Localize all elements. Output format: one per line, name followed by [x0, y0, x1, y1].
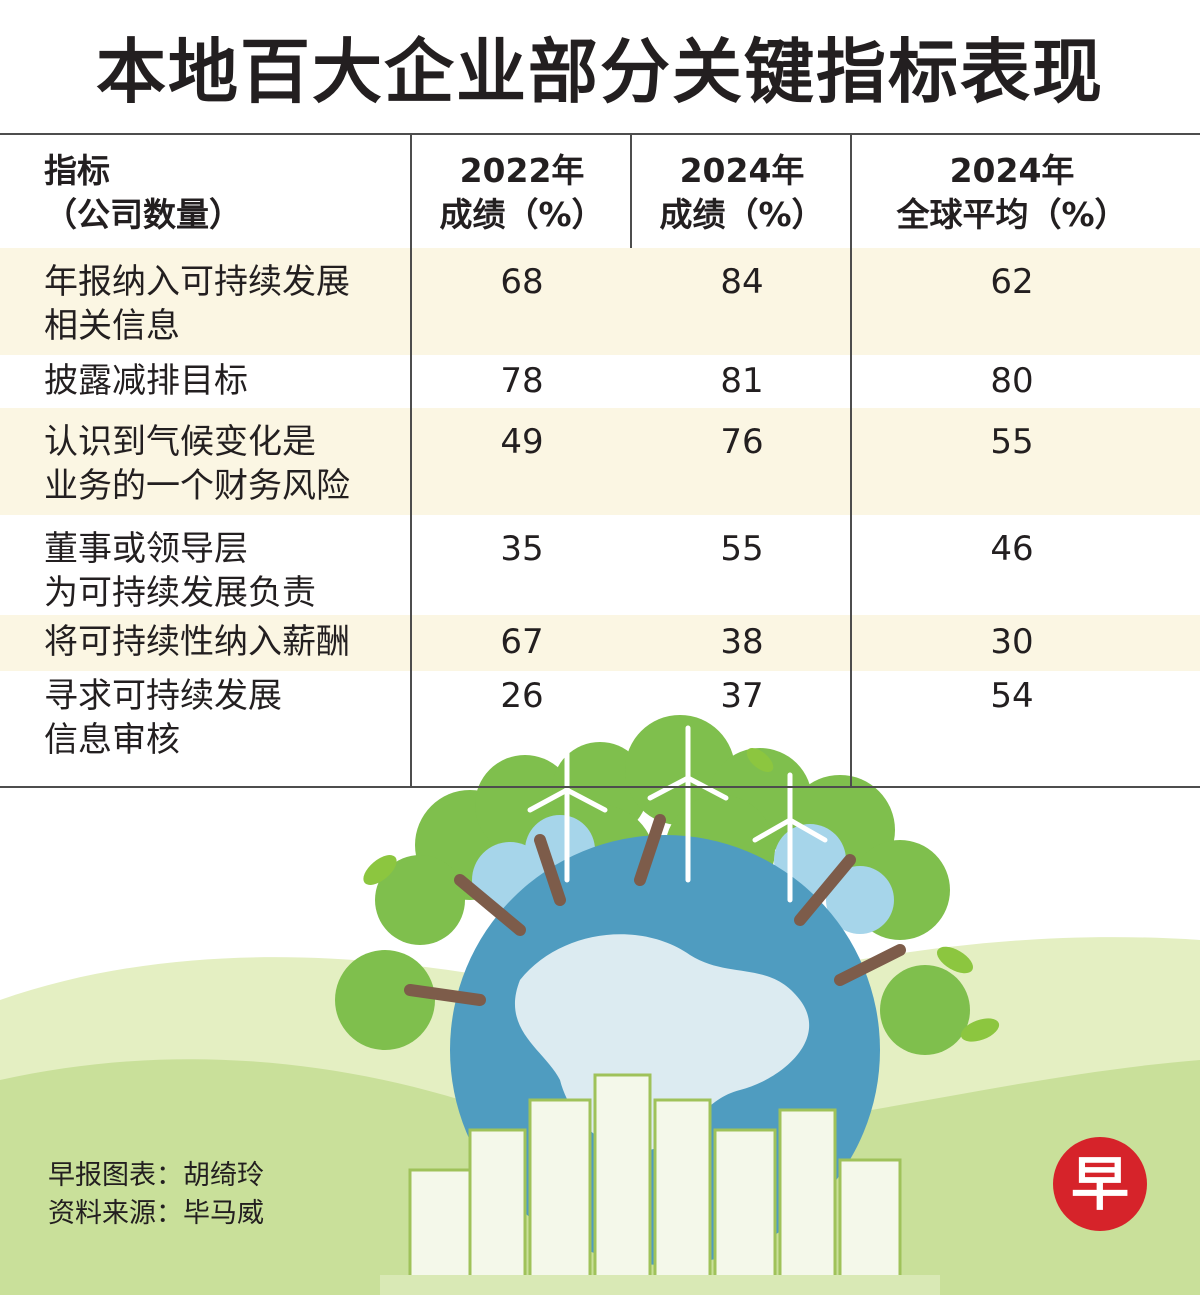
header-2024: 2024年 成绩（%）	[659, 151, 825, 234]
credit-source: 资料来源：毕马威	[48, 1198, 264, 1229]
value-global: 55	[990, 422, 1034, 462]
tree-branches	[404, 814, 906, 1006]
value-2024: 37	[720, 676, 764, 716]
row-label: 寻求可持续发展 信息审核	[44, 676, 282, 760]
value-2024: 76	[720, 422, 764, 462]
table-row: 将可持续性纳入薪酬 67 38 30	[0, 615, 1200, 671]
earth-illustration	[0, 715, 1200, 1295]
value-2022: 78	[500, 361, 544, 401]
credits: 早报图表：胡绮玲 资料来源：毕马威	[48, 1157, 264, 1233]
table-row: 寻求可持续发展 信息审核 26 37 54	[0, 671, 1200, 786]
value-global: 80	[990, 361, 1034, 401]
value-2022: 68	[500, 262, 544, 302]
value-2024: 38	[720, 622, 764, 662]
value-2022: 35	[500, 529, 544, 569]
continent	[514, 934, 810, 1152]
wind-turbines	[527, 725, 828, 903]
value-global: 54	[990, 676, 1034, 716]
zaobao-logo: 早	[1053, 1137, 1147, 1231]
header-global: 2024年 全球平均（%）	[896, 151, 1128, 234]
row-label: 认识到气候变化是 业务的一个财务风险	[44, 422, 350, 506]
header-2022: 2022年 成绩（%）	[439, 151, 605, 234]
leaves	[363, 748, 1000, 1042]
table-row: 披露减排目标 78 81 80	[0, 355, 1200, 408]
value-global: 62	[990, 262, 1034, 302]
column-divider	[630, 135, 632, 248]
row-label: 董事或领导层 为可持续发展负责	[44, 529, 316, 613]
value-2024: 55	[720, 529, 764, 569]
row-label: 将可持续性纳入薪酬	[44, 622, 350, 662]
page-title: 本地百大企业部分关键指标表现	[96, 31, 1104, 113]
value-global: 30	[990, 622, 1034, 662]
table-row: 年报纳入可持续发展 相关信息 68 84 62	[0, 248, 1200, 355]
city-buildings	[408, 1073, 902, 1282]
column-divider	[410, 135, 412, 788]
ground	[380, 1275, 940, 1295]
value-2022: 26	[500, 676, 544, 716]
table-row: 董事或领导层 为可持续发展负责 35 55 46	[0, 515, 1200, 615]
row-label: 年报纳入可持续发展 相关信息	[44, 262, 350, 346]
value-2024: 81	[720, 361, 764, 401]
value-2022: 67	[500, 622, 544, 662]
value-2022: 49	[500, 422, 544, 462]
indicator-table: 指标 （公司数量） 2022年 成绩（%） 2024年 成绩（%） 2024年 …	[0, 133, 1200, 788]
header-indicator: 指标 （公司数量）	[44, 151, 242, 234]
row-label: 披露减排目标	[44, 361, 248, 401]
value-2024: 84	[720, 262, 764, 302]
value-global: 46	[990, 529, 1034, 569]
credit-graphics: 早报图表：胡绮玲	[48, 1160, 264, 1191]
column-divider	[850, 135, 852, 788]
table-header: 指标 （公司数量） 2022年 成绩（%） 2024年 成绩（%） 2024年 …	[0, 135, 1200, 248]
table-row: 认识到气候变化是 业务的一个财务风险 49 76 55	[0, 408, 1200, 515]
